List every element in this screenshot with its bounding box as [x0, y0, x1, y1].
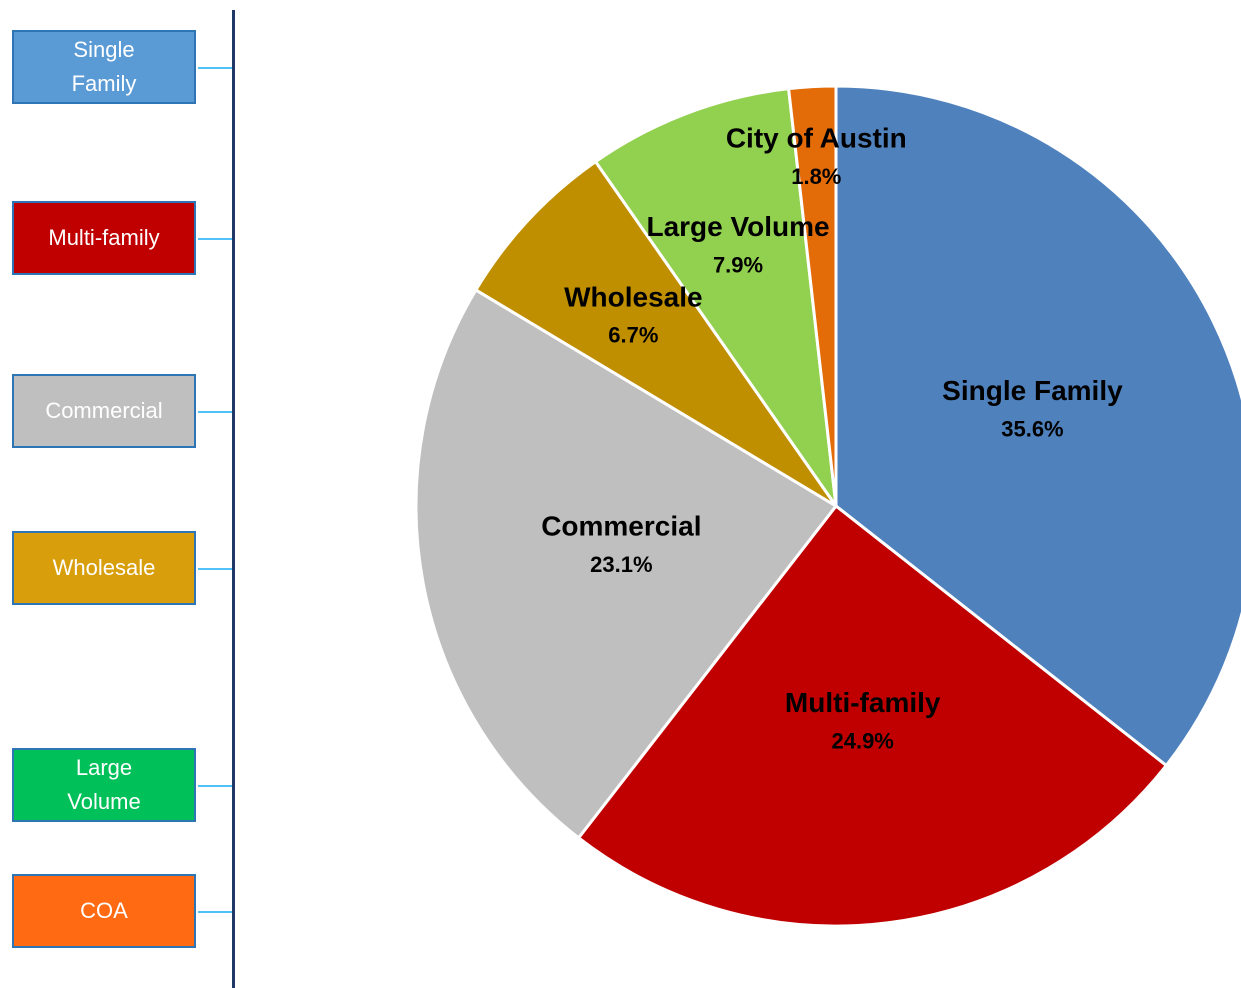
connector [198, 911, 232, 913]
divider [232, 10, 235, 988]
connector [198, 785, 232, 787]
slice-label: City of Austin [726, 122, 907, 153]
pie-slice [593, 87, 838, 507]
slice-label: Large Volume [646, 211, 829, 242]
connector [198, 568, 232, 570]
pie-slice [576, 503, 1169, 928]
slice-label: Commercial [541, 511, 701, 542]
slice-label: Multi-family [785, 687, 941, 718]
slice-value: 35.6% [1001, 416, 1063, 441]
connector [198, 67, 232, 69]
slice-value: 6.7% [608, 323, 658, 348]
pie-slice [414, 287, 839, 840]
category-box: Single Family [12, 30, 196, 104]
slice-label: Wholesale [564, 281, 702, 312]
category-box: Large Volume [12, 748, 196, 822]
category-box: Commercial [12, 374, 196, 448]
slice-value: 24.9% [831, 729, 893, 754]
category-box: Wholesale [12, 531, 196, 605]
category-box: COA [12, 874, 196, 948]
slice-value: 1.8% [791, 164, 841, 189]
pie-slice [786, 84, 838, 507]
side-panel: Single Family Multi-family Commercial Whole… [0, 0, 240, 988]
pie-slice [834, 84, 1241, 768]
connector [198, 411, 232, 413]
category-box: Multi-family [12, 201, 196, 275]
connector [198, 238, 232, 240]
slice-value: 23.1% [590, 552, 652, 577]
slice-label: Single Family [942, 375, 1123, 406]
slice-value: 7.9% [713, 253, 763, 278]
pie-slice [473, 159, 838, 508]
